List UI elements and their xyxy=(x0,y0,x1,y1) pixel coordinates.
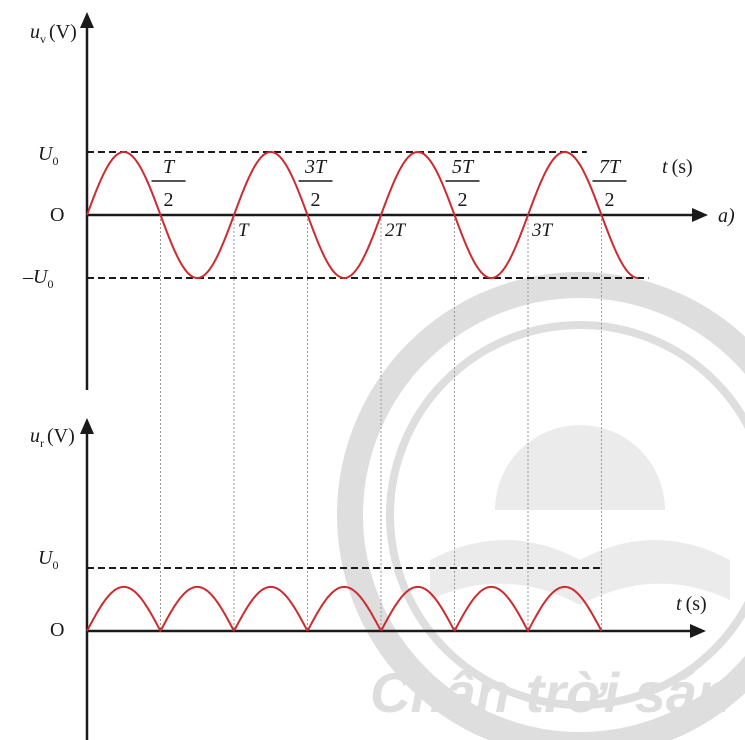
chart-a-x-tick-num-7: 7T xyxy=(599,156,622,178)
chart-a-origin-label: O xyxy=(50,204,64,226)
chart-a-y-axis-arrow xyxy=(80,12,94,28)
watermark-text: Chân trời sán xyxy=(370,661,731,724)
chart-a-ylabel: uv (V) xyxy=(30,21,77,46)
chart-b-y-axis-arrow xyxy=(80,418,94,434)
chart-b-ylabel: ur (V) xyxy=(30,425,75,450)
watermark-sun-icon xyxy=(495,425,665,510)
chart-a-x-tick-num-3: 3T xyxy=(304,156,328,178)
chart-b-origin-label: O xyxy=(50,619,64,641)
chart-a-x-tick-num-5: 5T xyxy=(452,156,475,178)
vertical-guide-lines xyxy=(160,215,602,631)
chart-a-xlabel: t (s) xyxy=(662,156,693,178)
chart-a-y-tick-u0: U0 xyxy=(38,143,58,168)
reference-dashed-lines xyxy=(87,151,649,569)
chart-a-x-tick-den-5: 2 xyxy=(458,189,468,211)
chart-a-x-tick-den-3: 2 xyxy=(311,189,321,211)
chart-b-labels: ur (V) U0 O t (s) xyxy=(30,425,707,641)
watermark-book-icon xyxy=(430,540,730,605)
axes xyxy=(80,12,708,740)
chart-b-x-axis-arrow xyxy=(690,624,706,638)
watermark: Chân trời sán xyxy=(337,272,745,740)
waveforms xyxy=(86,150,639,633)
chart-a-x-tick-2: T xyxy=(238,220,250,241)
chart-a-x-tick-den-1: 2 xyxy=(164,189,174,211)
watermark-emblem-inner-ring xyxy=(386,321,745,709)
chart-b-xlabel: t (s) xyxy=(676,593,707,615)
chart-a-x-tick-6: 3T xyxy=(531,220,554,241)
chart-a-panel-label: a) xyxy=(718,205,735,227)
watermark-emblem-ring xyxy=(337,272,745,740)
chart-a-x-axis-arrow xyxy=(692,208,708,222)
chart-a-x-tick-den-7: 2 xyxy=(605,189,615,211)
chart-a-series-sine xyxy=(86,150,639,280)
chart-a-x-tick-num-1: T xyxy=(163,156,176,178)
chart-b-y-tick-u0: U0 xyxy=(38,547,58,572)
chart-a-y-tick-minus-u0: –U0 xyxy=(22,266,53,291)
chart-b-series-rectified xyxy=(86,585,603,633)
chart-a-x-tick-4: 2T xyxy=(385,220,407,241)
